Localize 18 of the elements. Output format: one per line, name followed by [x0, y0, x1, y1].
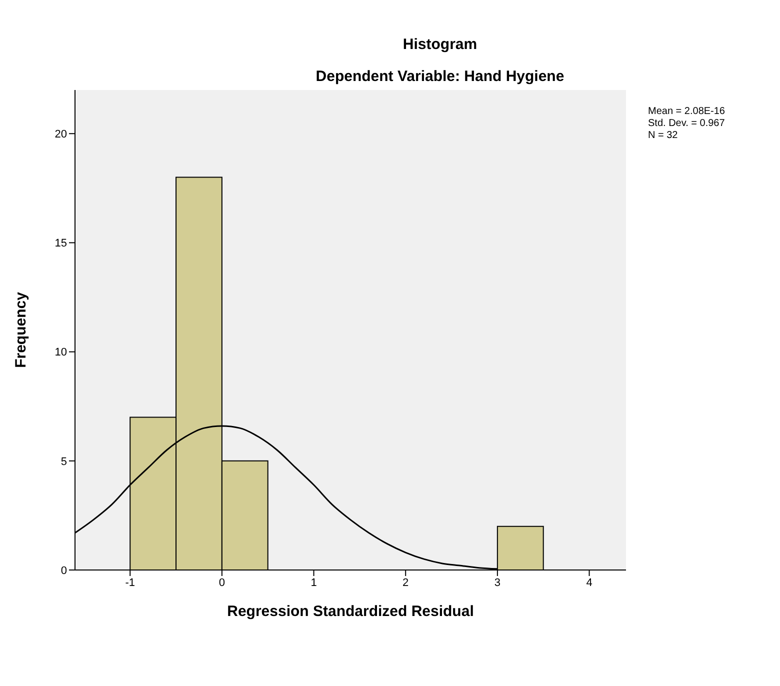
text: N = 32: [648, 130, 679, 142]
y-tick-label: 20: [54, 128, 67, 141]
chart-subtitle: Dependent Variable: Hand Hygiene: [314, 68, 566, 85]
x-tick-label: 4: [586, 576, 592, 589]
text: Mean = 2.08E-16: [648, 106, 725, 118]
y-tick-label: 0: [60, 564, 67, 577]
y-tick-label: 15: [54, 238, 67, 250]
text: Std. Dev. = 0.967: [648, 118, 725, 130]
x-tick-label: -1: [125, 576, 135, 589]
x-tick-label: 1: [310, 576, 317, 589]
y-tick-label: 10: [54, 346, 67, 359]
x-tick-label: 2: [402, 576, 409, 589]
y-axis-title: Frequency: [12, 291, 30, 368]
x-axis-title: Regression Standardized Residual: [227, 603, 474, 620]
x-tick-label: 0: [218, 576, 225, 589]
x-tick-label: 3: [494, 576, 500, 589]
chart-title: Histogram: [402, 36, 478, 53]
y-tick-label: 5: [60, 456, 67, 468]
